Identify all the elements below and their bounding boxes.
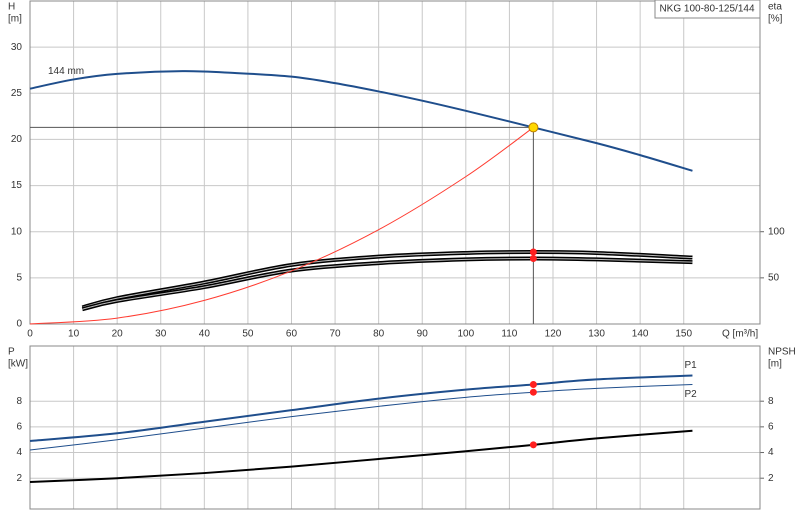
x-tick-label: 90	[417, 329, 429, 340]
efficiency-curve-inner	[82, 251, 693, 308]
x-tick-label: 0	[27, 329, 33, 340]
x-tick-label: 110	[501, 329, 517, 340]
y2-tick-label: 50	[768, 272, 780, 283]
y2-tick-label: 2	[768, 473, 774, 484]
x-tick-label: 150	[675, 329, 692, 340]
curve	[29, 374, 693, 442]
x-tick-label: 100	[457, 329, 474, 340]
y2-axis-label: eta	[768, 2, 782, 13]
x-tick-label: 10	[68, 329, 80, 340]
y2-tick-label: 6	[768, 421, 774, 432]
chart-title: NKG 100-80-125/144	[659, 4, 755, 15]
operating-marker	[529, 381, 537, 389]
y-tick-label: 4	[16, 447, 22, 458]
y-tick-label: 15	[11, 180, 23, 191]
plot-area	[30, 1, 760, 324]
operating-marker	[529, 388, 537, 396]
curve	[29, 70, 693, 172]
y-axis-unit: [kW]	[8, 359, 28, 370]
y-tick-label: 5	[16, 272, 22, 283]
curve-label: P2	[684, 389, 697, 400]
plot-frame	[29, 0, 761, 325]
x-tick-label: 70	[330, 329, 342, 340]
y-tick-label: 2	[16, 473, 22, 484]
curve-label: 144 mm	[48, 66, 84, 77]
x-tick-label: 130	[588, 329, 605, 340]
y-axis-label: H	[8, 2, 15, 13]
x-axis-label: Q [m³/h]	[722, 329, 758, 340]
x-tick-label: 120	[545, 329, 562, 340]
y-tick-label: 25	[11, 88, 23, 99]
title-box	[654, 0, 761, 19]
duty-point	[528, 122, 539, 133]
y2-tick-label: 8	[768, 396, 774, 407]
y2-axis-unit: [m]	[768, 359, 782, 370]
y2-tick-label: 100	[768, 226, 785, 237]
x-tick-label: 140	[632, 329, 649, 340]
y2-tick-label: 4	[768, 447, 774, 458]
curve	[29, 127, 534, 325]
y-tick-label: 30	[11, 42, 23, 53]
x-tick-label: 80	[373, 329, 385, 340]
y-tick-label: 8	[16, 396, 22, 407]
operating-marker	[529, 441, 537, 449]
y-tick-label: 20	[11, 134, 23, 145]
x-tick-label: 30	[155, 329, 167, 340]
efficiency-curve-inner	[82, 257, 693, 310]
curve	[29, 429, 693, 484]
y-tick-label: 0	[16, 319, 22, 330]
curve	[29, 384, 693, 451]
y2-axis-label: NPSH	[768, 347, 796, 358]
curve-label: P1	[684, 360, 697, 371]
operating-marker	[529, 254, 537, 262]
x-tick-label: 20	[112, 329, 124, 340]
x-tick-label: 50	[242, 329, 254, 340]
y-tick-label: 10	[11, 226, 23, 237]
plot-area	[30, 346, 760, 509]
plot-frame	[29, 345, 761, 510]
y-tick-label: 6	[16, 421, 22, 432]
x-tick-label: 40	[199, 329, 211, 340]
x-tick-label: 60	[286, 329, 298, 340]
y-axis-unit: [m]	[8, 14, 22, 25]
y2-axis-unit: [%]	[768, 14, 783, 25]
y-axis-label: P	[8, 347, 15, 358]
operating-marker	[529, 248, 537, 256]
